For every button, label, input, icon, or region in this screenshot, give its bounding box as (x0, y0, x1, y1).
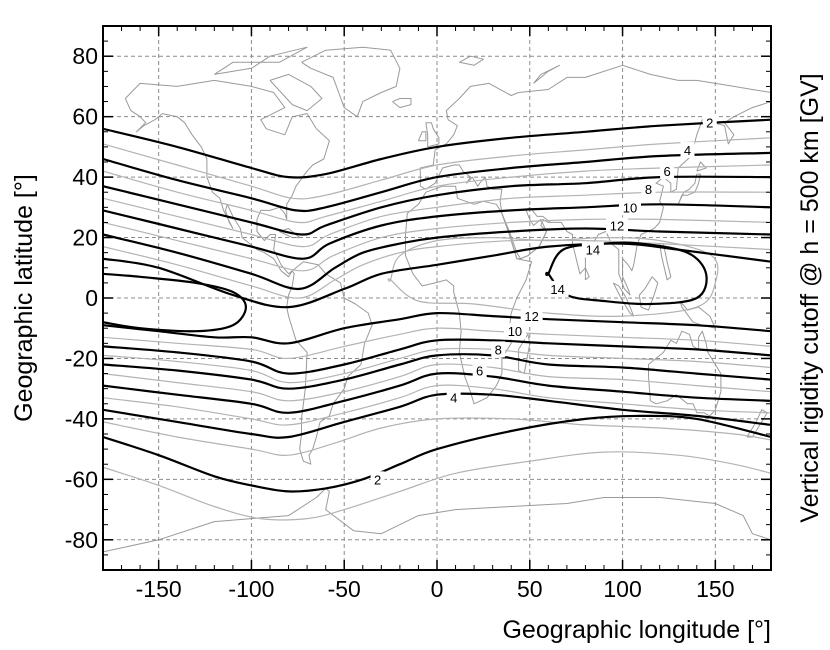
contour-south-level-7 (103, 363, 771, 402)
y-tick-label: 60 (72, 104, 98, 130)
y-tick-label: 20 (72, 225, 98, 251)
contour-south-level-1 (103, 451, 771, 521)
x-tick-label: -100 (228, 576, 274, 602)
contour-north-level-11 (103, 239, 771, 299)
contour-south-level-3 (103, 417, 771, 456)
x-tick-label: 100 (603, 576, 641, 602)
contour-label: 14 (586, 243, 600, 258)
contour-label-bg (491, 341, 506, 358)
contour-label-bg (605, 217, 628, 234)
contour-label-bg (702, 114, 717, 131)
contour-label-bg (446, 389, 461, 406)
tick-layer: -150 -100 -50 0 50 100 150 -80 -60 -40 -20 0 20 40 60 8… (65, 26, 771, 602)
contour-south-level-10 (103, 338, 771, 375)
contour-north-level-5 (103, 164, 771, 224)
coastline-antarctica (103, 487, 771, 553)
contour-south-level-2 (103, 414, 771, 493)
coastline-baffin-island (269, 73, 323, 112)
contour-label-bg (641, 181, 656, 198)
coastline-north-america (124, 79, 330, 278)
contour-label-bg (660, 163, 675, 180)
coastline-great-britain (425, 122, 440, 148)
coastline-south-america (286, 261, 373, 465)
coastline-arabia-persia (501, 206, 551, 260)
contour-label-bg (520, 308, 543, 325)
x-tick-label: 150 (696, 576, 734, 602)
contour-south-level-5 (103, 384, 771, 426)
contour-north-level-2 (103, 118, 771, 179)
contour-label-bg (546, 280, 569, 297)
contour-closed-level-12 (103, 272, 247, 333)
coastline-japan (677, 173, 701, 205)
contour-label: 12 (524, 309, 538, 324)
coastline-svalbard (459, 55, 484, 66)
contour-south-level-9 (103, 347, 771, 384)
coastline-africa (405, 185, 533, 405)
contour-label: 6 (476, 364, 483, 379)
contour-label: 4 (684, 143, 691, 158)
x-axis-title: Geographic longitude [°] (502, 616, 771, 644)
contour-label-bg (472, 362, 487, 379)
contour-label: 8 (645, 182, 652, 197)
contour-north-level-7 (103, 191, 771, 248)
contour-south-level-4 (103, 392, 771, 439)
contour-label-bg (503, 323, 526, 340)
coastline-sri-lanka (584, 267, 590, 281)
colorbar-axis-title: Vertical rigidity cutoff @ h = 500 km [G… (796, 73, 824, 522)
contour-north-level-4 (103, 151, 771, 213)
contour-south-level-8 (103, 353, 771, 390)
contour-label-bg (581, 241, 604, 258)
contour-label-bg (680, 141, 695, 158)
x-tick-label: -50 (328, 576, 361, 602)
y-tick-label: -20 (65, 345, 98, 371)
coastline-australia (648, 330, 722, 417)
coastline-novaya-zemlya (533, 64, 560, 84)
contour-south-level-6 (103, 372, 771, 414)
contour-closed-level-13 (387, 237, 719, 317)
coastline-iceland (392, 98, 412, 109)
contour-label-bg (618, 199, 641, 216)
contour-label: 14 (550, 282, 564, 297)
contour-label: 10 (508, 324, 522, 339)
y-tick-label: -60 (65, 466, 98, 492)
contour-south-level-12 (103, 311, 771, 345)
contour-north-level-3 (103, 137, 771, 200)
contour-label: 8 (495, 342, 502, 357)
x-tick-label: -150 (136, 576, 182, 602)
coastline-eurasia (419, 64, 771, 296)
contour-label: 2 (706, 116, 713, 131)
coastline-ireland (417, 131, 427, 142)
x-tick-label: 0 (431, 576, 444, 602)
coastline-layer (103, 46, 771, 553)
x-tick-label: 50 (517, 576, 543, 602)
contour-label-bg (370, 471, 385, 488)
contour-north-level-6 (103, 175, 771, 236)
contour-north-level-12 (103, 242, 771, 309)
y-axis-title: Geographic latitude [°] (10, 174, 38, 422)
y-tick-label: 0 (85, 285, 98, 311)
contour-south-level-11 (103, 327, 771, 360)
coastline-greenland (301, 46, 401, 118)
y-tick-label: 80 (72, 43, 98, 69)
y-tick-label: -40 (65, 406, 98, 432)
y-tick-label: -80 (65, 527, 98, 553)
y-tick-label: 40 (72, 164, 98, 190)
coastline-borneo (638, 276, 659, 311)
contour-label: 10 (623, 200, 637, 215)
contour-label: 2 (374, 472, 381, 487)
contour-label: 4 (450, 391, 457, 406)
contour-label: 12 (610, 218, 624, 233)
contour-label: 6 (663, 164, 670, 179)
